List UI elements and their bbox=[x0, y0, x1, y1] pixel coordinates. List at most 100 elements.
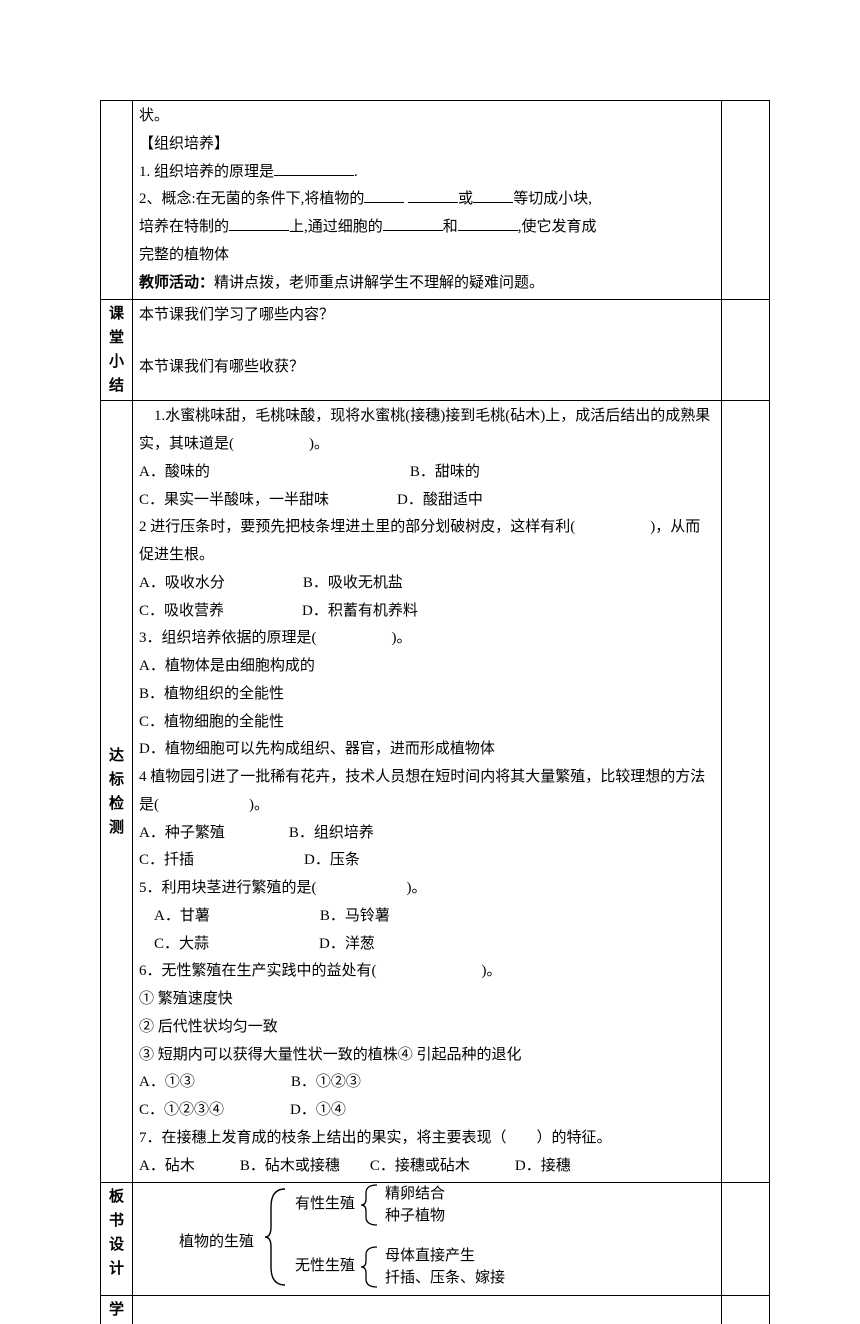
blank bbox=[458, 216, 518, 231]
margin-cell bbox=[722, 300, 770, 401]
blank bbox=[383, 216, 443, 231]
opt: A．种子繁殖 bbox=[139, 825, 225, 841]
blank bbox=[229, 216, 289, 231]
blank bbox=[473, 188, 513, 203]
opt: B．马铃薯 bbox=[320, 908, 390, 924]
text: 培养在特制的 bbox=[139, 219, 229, 235]
q3b: B．植物组织的全能性 bbox=[139, 681, 715, 709]
q6-opts-cd: C．①②③④D．①④ bbox=[139, 1097, 715, 1125]
bracket-icon bbox=[361, 1183, 381, 1227]
q5-opts-ab: A．甘薯 B．马铃薯 bbox=[139, 903, 715, 931]
q7: 7．在接穗上发育成的枝条上结出的果实，将主要表现（ ）的特征。 bbox=[139, 1125, 715, 1153]
opt: B．①②③ bbox=[291, 1074, 361, 1090]
q2-opts-cd: C．吸收营养 D．积蓄有机养料 bbox=[139, 598, 715, 626]
opt: A．①③ bbox=[139, 1074, 195, 1090]
text: ,使它发育成 bbox=[518, 219, 597, 235]
text: 和 bbox=[443, 219, 458, 235]
opt: A．吸收水分 bbox=[139, 575, 225, 591]
lesson-table: 状。 【组织培养】 1. 组织培养的原理是. 2、概念:在无菌的条件下,将植物的… bbox=[100, 100, 770, 1324]
teacher-label: 教师活动： bbox=[139, 275, 214, 291]
cell-quiz: 1.水蜜桃味甜，毛桃味酸，现将水蜜桃(接穗)接到毛桃(砧木)上，成活后结出的成熟… bbox=[133, 401, 722, 1183]
text: 等切成小块, bbox=[513, 191, 592, 207]
q2-opts-ab: A．吸收水分 B．吸收无机盐 bbox=[139, 570, 715, 598]
q6: 6．无性繁殖在生产实践中的益处有( )。 bbox=[139, 958, 715, 986]
q4-opts-ab: A．种子繁殖 B．组织培养 bbox=[139, 820, 715, 848]
margin-cell bbox=[722, 401, 770, 1183]
q4-opts-cd: C．扦插D．压条 bbox=[139, 847, 715, 875]
row-board: 板书设计 植物的生殖 有性生殖 精卵结合 种子植物 无性生殖 bbox=[101, 1183, 770, 1296]
tree-diagram: 植物的生殖 有性生殖 精卵结合 种子植物 无性生殖 bbox=[139, 1185, 715, 1293]
cell-tissue-culture: 状。 【组织培养】 1. 组织培养的原理是. 2、概念:在无菌的条件下,将植物的… bbox=[133, 101, 722, 300]
line-concept-1: 2、概念:在无菌的条件下,将植物的 或 等切成小块, bbox=[139, 186, 715, 214]
q6-opts-ab: A．①③ B．①②③ bbox=[139, 1069, 715, 1097]
cell-board: 植物的生殖 有性生殖 精卵结合 种子植物 无性生殖 bbox=[133, 1183, 722, 1296]
line-concept-3: 完整的植物体 bbox=[139, 242, 715, 270]
text: . bbox=[354, 164, 358, 180]
spacer bbox=[139, 330, 715, 354]
node-sexual: 有性生殖 bbox=[295, 1191, 355, 1219]
opt: C．①②③④ bbox=[139, 1102, 224, 1118]
q6o3: ③ 短期内可以获得大量性状一致的植株④ 引起品种的退化 bbox=[139, 1042, 715, 1070]
q7-opts: A．砧木 B．砧木或接穗 C．接穗或砧木 D．接穗 bbox=[139, 1153, 715, 1181]
teacher-activity: 教师活动：精讲点拨，老师重点讲解学生不理解的疑难问题。 bbox=[139, 270, 715, 298]
line-status: 状。 bbox=[139, 103, 715, 131]
q3a: A．植物体是由细胞构成的 bbox=[139, 653, 715, 681]
row-last: 学 bbox=[101, 1296, 770, 1324]
node-asexual: 无性生殖 bbox=[295, 1253, 355, 1281]
side-last: 学 bbox=[101, 1296, 133, 1324]
q1-opts-ab: A．酸味的B．甜味的 bbox=[139, 459, 715, 487]
margin-cell bbox=[722, 1296, 770, 1324]
q5: 5．利用块茎进行繁殖的是( )。 bbox=[139, 875, 715, 903]
opt: B．组织培养 bbox=[289, 825, 374, 841]
cell-last bbox=[133, 1296, 722, 1324]
opt: D．积蓄有机养料 bbox=[302, 603, 418, 619]
opt: D．酸甜适中 bbox=[397, 492, 483, 508]
q3c: C．植物细胞的全能性 bbox=[139, 709, 715, 737]
bracket-icon bbox=[265, 1187, 291, 1287]
text: 1. 组织培养的原理是 bbox=[139, 164, 274, 180]
opt: C．接穗或砧木 bbox=[370, 1158, 470, 1174]
leaf-asex2: 扦插、压条、嫁接 bbox=[385, 1265, 505, 1293]
side-summary: 课堂小结 bbox=[101, 300, 133, 401]
row-summary: 课堂小结 本节课我们学习了哪些内容？ 本节课我们有哪些收获？ bbox=[101, 300, 770, 401]
q4: 4 植物园引进了一批稀有花卉，技术人员想在短时间内将其大量繁殖，比较理想的方法是… bbox=[139, 764, 715, 820]
summary-q1: 本节课我们学习了哪些内容？ bbox=[139, 302, 715, 330]
opt: C．果实一半酸味，一半甜味 bbox=[139, 492, 329, 508]
opt: C．大蒜 bbox=[154, 936, 209, 952]
side-quiz: 达标检测 bbox=[101, 401, 133, 1183]
opt: A．甘薯 bbox=[154, 908, 210, 924]
opt: B．甜味的 bbox=[410, 464, 480, 480]
q2: 2 进行压条时，要预先把枝条埋进土里的部分划破树皮，这样有利( )，从而促进生根… bbox=[139, 514, 715, 570]
q3: 3．组织培养依据的原理是( )。 bbox=[139, 625, 715, 653]
q6o2: ② 后代性状均匀一致 bbox=[139, 1014, 715, 1042]
bracket-icon bbox=[361, 1245, 381, 1289]
tree-root: 植物的生殖 bbox=[179, 1229, 254, 1257]
q1: 1.水蜜桃味甜，毛桃味酸，现将水蜜桃(接穗)接到毛桃(砧木)上，成活后结出的成熟… bbox=[139, 403, 715, 459]
blank bbox=[364, 188, 404, 203]
q3d: D．植物细胞可以先构成组织、器官，进而形成植物体 bbox=[139, 736, 715, 764]
row-top: 状。 【组织培养】 1. 组织培养的原理是. 2、概念:在无菌的条件下,将植物的… bbox=[101, 101, 770, 300]
side-blank bbox=[101, 101, 133, 300]
cell-summary: 本节课我们学习了哪些内容？ 本节课我们有哪些收获？ bbox=[133, 300, 722, 401]
blank bbox=[408, 188, 458, 203]
opt: C．吸收营养 bbox=[139, 603, 224, 619]
heading-tissue: 【组织培养】 bbox=[139, 131, 715, 159]
margin-cell bbox=[722, 101, 770, 300]
side-board: 板书设计 bbox=[101, 1183, 133, 1296]
blank bbox=[274, 161, 354, 176]
q1-opts-cd: C．果实一半酸味，一半甜味 D．酸甜适中 bbox=[139, 487, 715, 515]
text: 2、概念:在无菌的条件下,将植物的 bbox=[139, 191, 364, 207]
opt: D．压条 bbox=[304, 852, 360, 868]
summary-q2: 本节课我们有哪些收获？ bbox=[139, 354, 715, 382]
text: 或 bbox=[458, 191, 473, 207]
line-concept-2: 培养在特制的 上,通过细胞的 和 ,使它发育成 bbox=[139, 214, 715, 242]
margin-cell bbox=[722, 1183, 770, 1296]
q6o1: ① 繁殖速度快 bbox=[139, 986, 715, 1014]
opt: A．砧木 bbox=[139, 1158, 195, 1174]
opt: B．砧木或接穗 bbox=[240, 1158, 340, 1174]
text: 上,通过细胞的 bbox=[289, 219, 383, 235]
opt: B．吸收无机盐 bbox=[303, 575, 403, 591]
leaf-sex2: 种子植物 bbox=[385, 1203, 445, 1231]
line-principle: 1. 组织培养的原理是. bbox=[139, 159, 715, 187]
opt: D．接穗 bbox=[515, 1158, 571, 1174]
